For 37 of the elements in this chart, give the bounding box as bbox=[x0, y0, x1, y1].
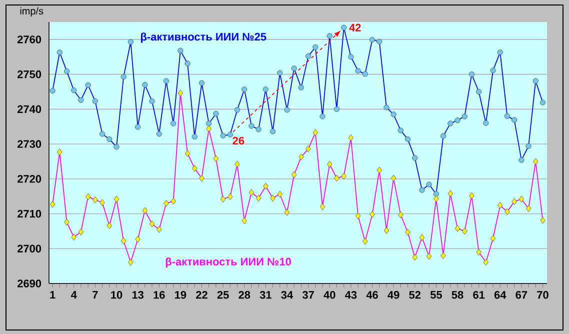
annotation: 42 bbox=[349, 24, 361, 32]
y-tick-label: 2750 bbox=[17, 70, 42, 78]
x-tick-label: 55 bbox=[430, 291, 442, 299]
x-tick-label: 70 bbox=[537, 291, 548, 299]
y-axis-title: imp/s bbox=[20, 7, 44, 16]
x-tick-label: 22 bbox=[196, 291, 208, 299]
x-tick-label: 64 bbox=[494, 291, 506, 299]
x-tick-label: 52 bbox=[409, 291, 421, 299]
x-tick-label: 7 bbox=[92, 291, 98, 299]
x-tick-label: 10 bbox=[111, 291, 122, 299]
annotation: 26 bbox=[232, 136, 244, 145]
x-tick-label: 16 bbox=[154, 291, 165, 299]
x-tick-label: 28 bbox=[238, 291, 250, 299]
x-tick-label: 34 bbox=[281, 291, 294, 299]
x-tick-label: 19 bbox=[175, 291, 186, 299]
x-tick-label: 67 bbox=[516, 291, 528, 299]
y-tick-label: 2690 bbox=[17, 280, 42, 288]
series-label: β-активность ИИИ №25 bbox=[141, 32, 266, 43]
text: β-активность ИИИ №10 bbox=[166, 257, 291, 268]
x-tick-label: 4 bbox=[70, 291, 77, 299]
y-tick-label: 2710 bbox=[17, 210, 42, 218]
x-tick-label: 49 bbox=[388, 291, 400, 299]
x-tick-label: 25 bbox=[217, 291, 229, 299]
x-tick-label: 1 bbox=[50, 291, 56, 299]
x-tick-label: 58 bbox=[452, 291, 464, 299]
y-tick-label: 2760 bbox=[17, 36, 42, 44]
x-tick-label: 40 bbox=[324, 291, 336, 299]
y-tick-label: 2730 bbox=[17, 140, 42, 148]
x-tick-label: 43 bbox=[345, 291, 357, 299]
x-tick-label: 31 bbox=[260, 291, 272, 299]
x-tick-label: 61 bbox=[473, 291, 485, 299]
x-tick-label: 46 bbox=[366, 291, 378, 299]
x-tick-label: 13 bbox=[132, 291, 144, 299]
y-tick-label: 2720 bbox=[17, 175, 42, 183]
y-tick-label: 2700 bbox=[17, 244, 42, 253]
x-tick-label: 37 bbox=[302, 291, 314, 299]
y-tick-label: 2740 bbox=[17, 105, 42, 114]
